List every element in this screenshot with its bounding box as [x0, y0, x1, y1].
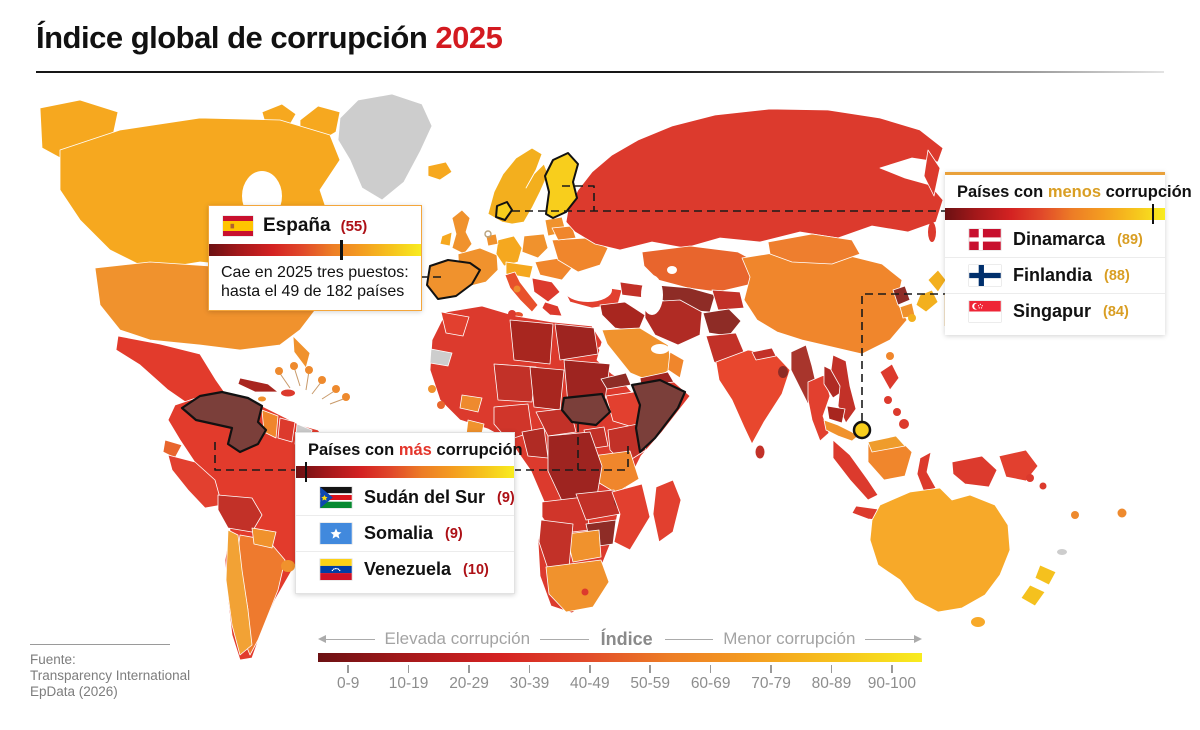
- list-item: Dinamarca (89): [945, 222, 1165, 257]
- map-connectors: [214, 185, 946, 471]
- espana-name: España: [263, 215, 331, 236]
- most-corruption-list: Sudán del Sur (9) Somalia (9): [296, 478, 515, 593]
- connector-finland: [562, 185, 595, 211]
- legend-ticks: [318, 665, 922, 673]
- least-corruption-box: Países con menos corrupción Dinamarca (8…: [945, 172, 1192, 335]
- list-item: Sudán del Sur (9): [296, 480, 515, 515]
- country-finland: [544, 152, 579, 219]
- spain-flag-icon: [223, 216, 253, 236]
- finland-flag-icon: [969, 265, 1001, 286]
- legend-label-low: Menor corrupción: [723, 629, 856, 648]
- arrow-left-icon: [318, 635, 326, 643]
- most-scale-bar: [296, 462, 514, 482]
- connector-singapore: [861, 293, 946, 421]
- country-south-sudan: [560, 392, 612, 427]
- venezuela-flag-icon: [320, 559, 352, 580]
- map-highlighted-countries: [180, 152, 687, 454]
- least-corruption-list: Dinamarca (89) Finlandia (88) Singapur: [945, 220, 1165, 335]
- denmark-flag-icon: [969, 229, 1001, 250]
- list-item: Finlandia (88): [945, 257, 1165, 293]
- title-year: 2025: [435, 20, 503, 55]
- singapore-flag-icon: [969, 301, 1001, 322]
- list-item: Singapur (84): [945, 293, 1165, 329]
- map-inland-seas: [564, 266, 677, 354]
- legend-label-high: Elevada corrupción: [384, 629, 531, 648]
- map-asia: [564, 108, 998, 533]
- legend-title: Índice: [600, 628, 653, 649]
- title-divider: [36, 71, 1164, 73]
- index-legend: Elevada corrupción Índice Menor corrupci…: [318, 628, 923, 693]
- country-denmark: [495, 201, 513, 221]
- espana-score: (55): [340, 217, 368, 235]
- source-note: Fuente: Transparency International EpDat…: [30, 644, 250, 701]
- somalia-flag-icon: [320, 523, 352, 544]
- least-corruption-header: Países con menos corrupción: [957, 183, 1192, 201]
- country-venezuela: [180, 390, 268, 454]
- legend-scale-bar: [318, 653, 922, 662]
- espana-callout-header: España (55): [209, 206, 421, 244]
- connector-venezuela: [214, 442, 295, 471]
- map-europe: [427, 147, 609, 318]
- most-corruption-header: Países con más corrupción: [308, 441, 523, 459]
- page-title: Índice global de corrupción 2025: [36, 20, 503, 55]
- caribbean-island-markers: [275, 362, 350, 405]
- espana-callout: España (55) Cae en 2025 tres puestos: ha…: [208, 205, 422, 312]
- most-corruption-box: Países con más corrupción Sudán del Sur …: [295, 432, 523, 594]
- least-scale-bar: [945, 204, 1165, 224]
- country-spain: [426, 259, 481, 300]
- arrow-right-icon: [914, 635, 923, 643]
- most-scale-marker: [304, 462, 308, 482]
- list-item: Venezuela (10): [296, 551, 514, 587]
- map-oceania: [869, 449, 1127, 627]
- list-item: Somalia (9): [296, 515, 514, 551]
- country-somalia: [630, 378, 687, 454]
- least-scale-marker: [1151, 204, 1155, 224]
- south-sudan-flag-icon: [320, 487, 352, 508]
- source-divider: [30, 644, 170, 645]
- legend-axis: Elevada corrupción Índice Menor corrupci…: [318, 628, 923, 649]
- espana-scale-bar: [209, 240, 421, 260]
- espana-note: Cae en 2025 tres puestos: hasta el 49 de…: [221, 264, 409, 301]
- map-africa: [428, 305, 691, 614]
- legend-range-labels: 0-9 10-19 20-29 30-39 40-49 50-59 60-69 …: [337, 675, 916, 692]
- singapore-marker: [852, 420, 872, 440]
- espana-scale-marker: [340, 240, 343, 260]
